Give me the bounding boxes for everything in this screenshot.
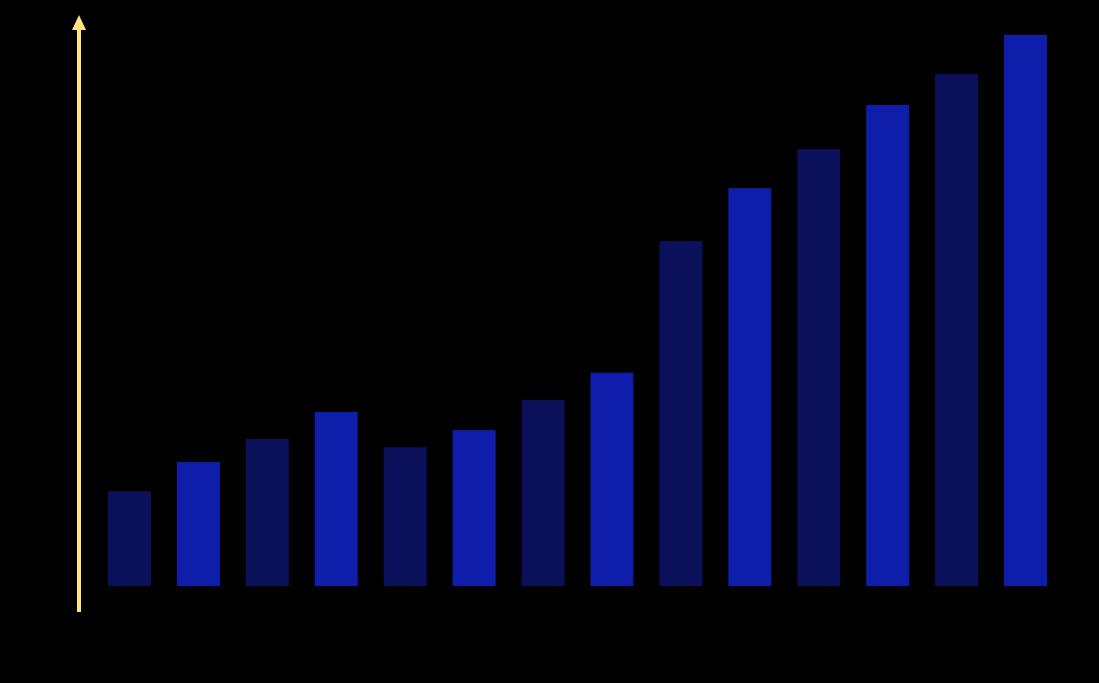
bar-1 (108, 491, 151, 586)
bar-14 (1004, 35, 1047, 586)
bar-6 (452, 430, 496, 586)
bar-3 (245, 438, 289, 586)
bar-7 (521, 399, 565, 586)
bar-2 (176, 462, 220, 586)
bar-12 (866, 104, 910, 587)
bar-4 (314, 411, 358, 586)
bar-5 (383, 447, 427, 586)
bar-8 (590, 372, 634, 586)
bar-9 (659, 241, 703, 586)
bar-13 (935, 74, 979, 586)
y-axis-arrow-icon (72, 15, 86, 30)
bars (108, 35, 1047, 587)
bar-11 (797, 149, 841, 586)
bar-10 (728, 188, 772, 587)
